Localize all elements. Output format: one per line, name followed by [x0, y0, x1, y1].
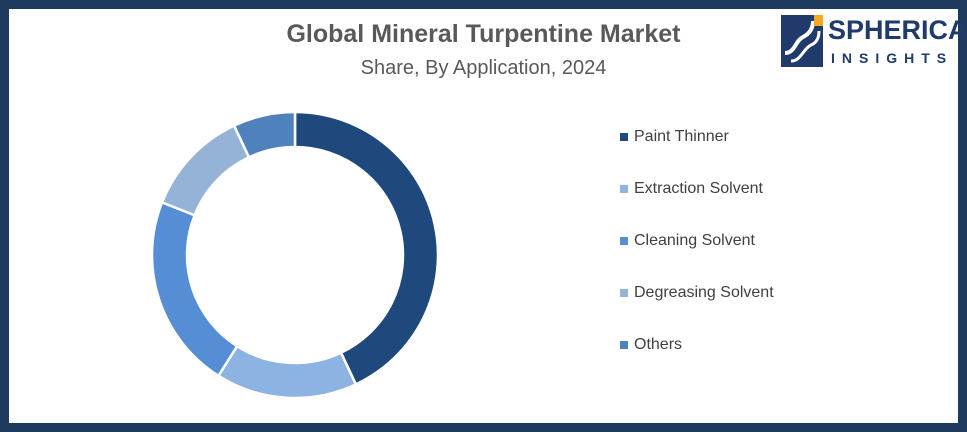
donut-slice-extraction-solvent	[216, 344, 358, 400]
legend-label: Cleaning Solvent	[634, 232, 755, 249]
company-logo: SPHERICAL INSIGHTS	[781, 15, 967, 69]
legend-swatch	[620, 133, 628, 141]
donut-slice-others	[232, 110, 297, 159]
chart-title: Global Mineral Turpentine Market	[286, 20, 681, 48]
legend-swatch	[620, 185, 628, 193]
legend-label: Others	[634, 336, 683, 353]
legend-swatch	[620, 237, 628, 245]
spherical-insights-logo-icon	[781, 15, 823, 67]
legend-label: Degreasing Solvent	[634, 284, 774, 301]
donut-slice-cleaning-solvent	[150, 200, 239, 378]
legend-label: Paint Thinner	[634, 128, 729, 145]
legend-label: Extraction Solvent	[634, 180, 763, 197]
donut-slice-paint-thinner	[293, 110, 440, 387]
legend-swatch	[620, 341, 628, 349]
donut-slice-degreasing-solvent	[160, 123, 251, 217]
logo-text-primary: SPHERICAL	[828, 15, 967, 45]
logo-text-secondary: INSIGHTS	[831, 50, 954, 66]
donut-chart	[150, 110, 440, 400]
legend-swatch	[620, 289, 628, 297]
chart-subtitle: Share, By Application, 2024	[360, 57, 607, 79]
